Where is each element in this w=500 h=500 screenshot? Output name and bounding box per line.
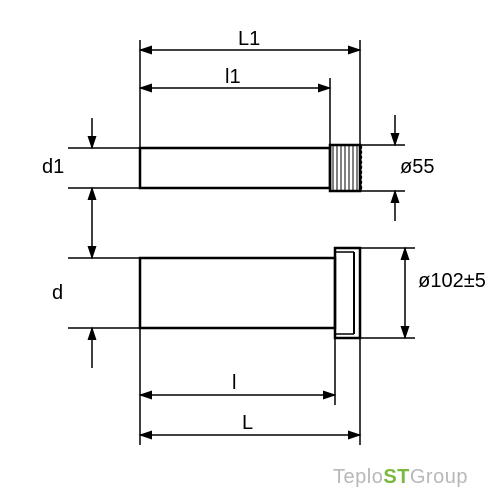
label-L1: L1 bbox=[238, 28, 260, 51]
label-L: L bbox=[242, 412, 253, 435]
label-l1: l1 bbox=[225, 66, 241, 89]
label-d: d bbox=[52, 282, 63, 305]
watermark-group: Group bbox=[410, 466, 468, 488]
watermark-st: ST bbox=[383, 466, 410, 488]
label-dia102: ø102±5 bbox=[412, 270, 492, 293]
label-l: l bbox=[232, 372, 236, 395]
watermark: TeploSTGroup bbox=[333, 466, 468, 489]
watermark-teplo: Teplo bbox=[333, 466, 383, 488]
label-dia55: ø55 bbox=[400, 156, 434, 179]
label-d1: d1 bbox=[42, 156, 64, 179]
